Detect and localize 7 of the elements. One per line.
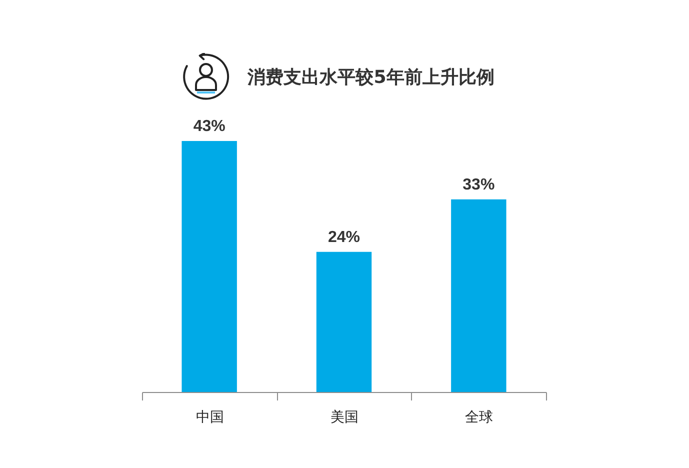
chart-title: 消费支出水平较5年前上升比例	[246, 67, 494, 88]
x-tick-label: 全球	[465, 410, 494, 426]
data-label: 24%	[328, 228, 360, 246]
data-label: 43%	[193, 118, 226, 135]
data-label: 33%	[462, 176, 495, 194]
x-tick-label: 美国	[330, 410, 358, 426]
x-tick-label: 中国	[196, 410, 224, 426]
